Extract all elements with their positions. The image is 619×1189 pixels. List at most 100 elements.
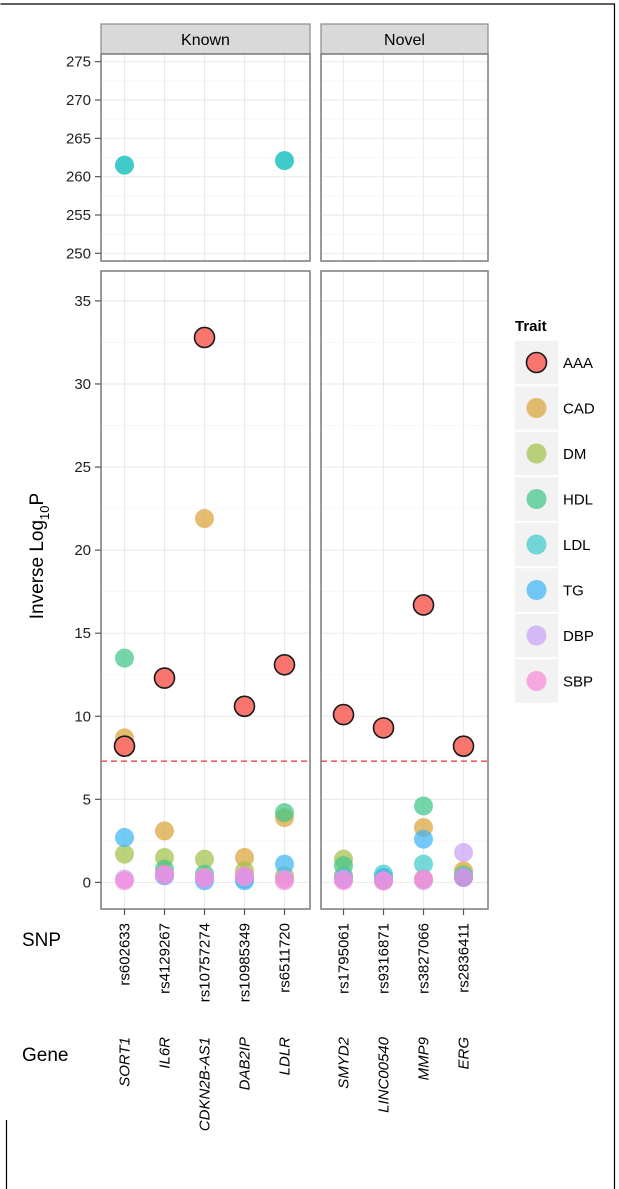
point-ldl [414, 854, 433, 874]
legend-label: SBP [563, 674, 593, 691]
point-aaa [193, 326, 216, 349]
legend-swatch-ldl [526, 534, 547, 555]
snp-label: rs10757274 [197, 923, 214, 1002]
y-tick-label: 0 [83, 874, 91, 891]
panel-top-known [100, 53, 311, 262]
point-sbp [195, 867, 214, 887]
point-sbp [275, 871, 294, 891]
legend-swatch-dbp [526, 625, 547, 646]
point-sbp [115, 871, 134, 891]
panel-bottom-novel [320, 270, 489, 910]
panel-bottom-known [100, 270, 311, 910]
panel-top-novel-border [320, 53, 489, 262]
gene-label: MMP9 [416, 1036, 433, 1080]
y-tick-label: 5 [83, 791, 91, 808]
snp-label: rs9316871 [376, 923, 393, 994]
point-aaa [113, 735, 136, 757]
legend-label: AAA [563, 355, 593, 372]
gene-label: DAB2IP [237, 1037, 254, 1090]
snp-label: rs602633 [117, 923, 134, 986]
y-tick-label: 35 [74, 293, 91, 310]
point-tg [275, 854, 294, 874]
y-tick-label: 10 [74, 708, 91, 725]
point-dbp [454, 843, 473, 863]
y-axis-bottom: 0 5 10 15 20 25 30 35 [74, 293, 101, 891]
point-cad [155, 821, 174, 841]
point-cad [235, 847, 254, 867]
legend-swatch-sbp [526, 671, 547, 691]
y-axis-title-tail: P [27, 493, 48, 506]
x-axis: rs602633 SORT1 rs4129267 IL6R rs10757274 CDKN… [117, 909, 473, 1131]
strip-known: Known [100, 23, 311, 55]
point-aaa [273, 653, 296, 676]
gene-label: LINC00540 [376, 1036, 393, 1113]
panel-bottom-novel-bg [321, 271, 488, 909]
strip-known-bg [100, 23, 311, 55]
legend-label: HDL [563, 492, 593, 509]
gene-label: CDKN2B-AS1 [197, 1037, 214, 1131]
gene-label: IL6R [157, 1037, 174, 1069]
point-dm [195, 849, 214, 869]
snp-label: rs6511720 [277, 923, 294, 993]
y-tick-label: 275 [66, 54, 91, 71]
legend-label: LDL [563, 537, 591, 554]
point-aaa [233, 695, 256, 718]
snp-axis-title: SNP [22, 930, 61, 951]
gene-label: SORT1 [117, 1037, 134, 1087]
panel-top-known-border [100, 53, 311, 262]
point-cad [195, 509, 214, 529]
panel-bottom-novel-border [320, 270, 489, 910]
point-ldl [115, 155, 134, 175]
panel-top-novel-grid [321, 54, 488, 261]
y-tick-label: 30 [74, 376, 91, 393]
y-tick-label: 255 [66, 207, 91, 224]
legend: Trait AAA CAD DM HDL LDL TG DBP SBP [513, 318, 595, 705]
y-axis-title-subscript: 10 [37, 505, 52, 519]
y-tick-label: 270 [66, 92, 91, 109]
legend-swatch-aaa [525, 351, 548, 374]
y-tick-label: 265 [66, 130, 91, 147]
gene-axis-title: Gene [22, 1045, 68, 1066]
gene-label: LDLR [277, 1037, 294, 1076]
legend-swatch-cad [526, 398, 547, 418]
y-axis-title: Inverse Log10P [27, 493, 52, 619]
legend-title: Trait [515, 318, 547, 335]
y-tick-label: 15 [74, 625, 91, 642]
y-tick-label: 25 [74, 459, 91, 476]
snp-label: rs3827066 [416, 923, 433, 994]
panel-top-known-points [115, 151, 294, 175]
figure-border [0, 3, 616, 1189]
y-axis-top: 250 255 260 265 270 275 [66, 54, 101, 262]
point-aaa [372, 717, 395, 739]
panel-top-novel [320, 53, 489, 262]
point-tg [414, 829, 433, 849]
legend-swatch-tg [526, 580, 547, 600]
strip-novel: Novel [320, 23, 489, 55]
point-hdl [414, 796, 433, 816]
point-sbp [454, 867, 473, 887]
legend-swatch-dm [526, 443, 547, 464]
point-sbp [235, 866, 254, 886]
point-sbp [374, 871, 393, 891]
snp-label: rs4129267 [157, 923, 174, 994]
point-sbp [155, 864, 174, 884]
snp-label: rs1795061 [336, 923, 353, 994]
point-aaa [332, 703, 355, 726]
y-tick-label: 20 [74, 542, 91, 559]
point-aaa [412, 594, 435, 616]
panel-bottom-novel-points [321, 594, 488, 891]
legend-label: DM [563, 446, 586, 463]
gene-label: SMYD2 [336, 1036, 353, 1088]
panel-bottom-known-bg [101, 271, 310, 909]
snp-label: rs2836411 [456, 923, 473, 993]
strip-known-label: Known [181, 32, 230, 49]
point-dm [115, 844, 134, 864]
strip-novel-label: Novel [384, 32, 425, 49]
legend-swatch-hdl [526, 489, 547, 509]
y-tick-label: 260 [66, 169, 91, 186]
y-axis-title-main: Inverse Log [27, 520, 48, 619]
point-hdl [115, 648, 134, 668]
point-hdl [275, 803, 294, 823]
legend-label: DBP [563, 628, 594, 645]
